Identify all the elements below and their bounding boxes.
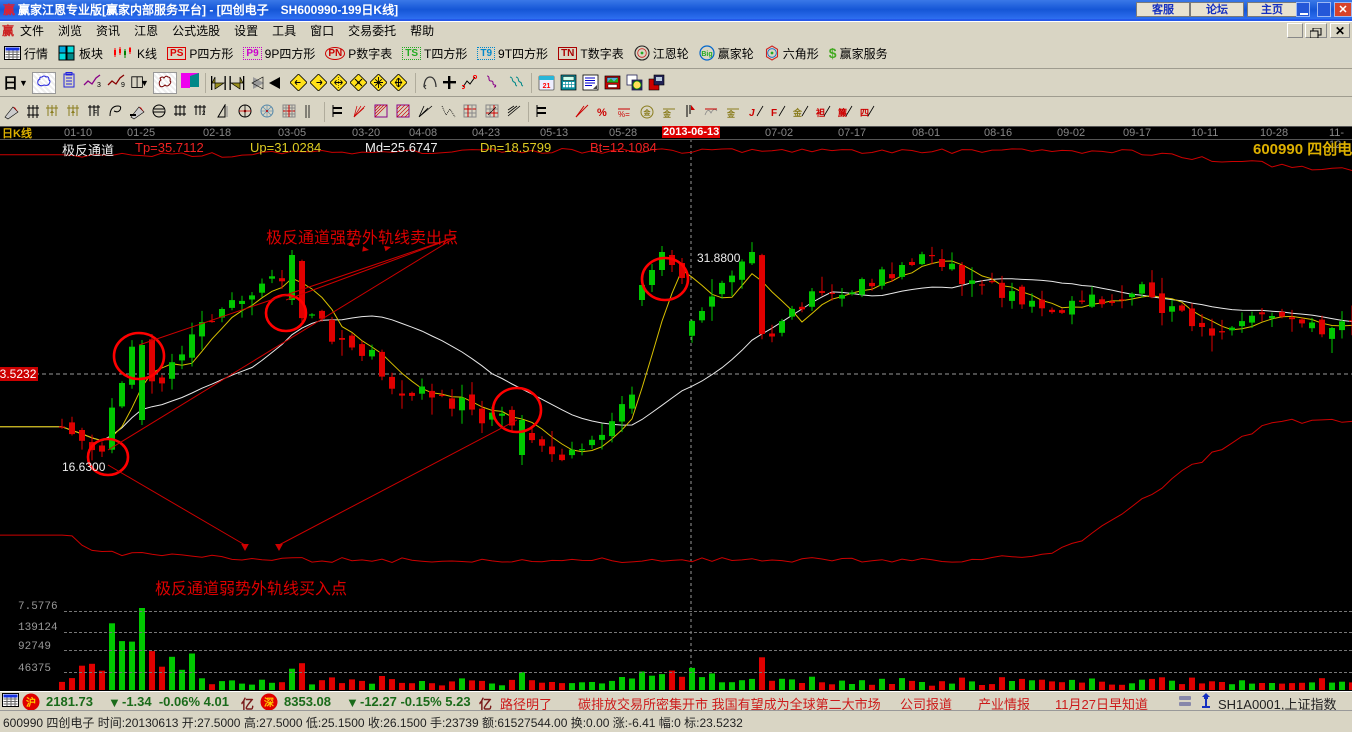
svg-text:%: %: [597, 107, 607, 118]
svg-text:3: 3: [97, 82, 101, 88]
svg-text:簾: 簾: [838, 107, 847, 118]
svg-text:F: F: [771, 108, 777, 118]
svg-text:金: 金: [662, 109, 672, 118]
svg-text:极反通道弱势外轨线买入点: 极反通道弱势外轨线买入点: [155, 580, 347, 598]
svg-text:9: 9: [121, 82, 125, 88]
svg-text:金: 金: [793, 107, 803, 118]
svg-text:J: J: [749, 108, 755, 118]
svg-text:Big: Big: [701, 51, 712, 58]
svg-text:四: 四: [860, 108, 869, 118]
svg-text:%=: %=: [618, 110, 630, 118]
svg-text:金: 金: [643, 108, 652, 117]
svg-text:深: 深: [264, 696, 274, 709]
svg-text:2: 2: [202, 111, 206, 117]
svg-text:21: 21: [542, 83, 550, 90]
svg-text:沪: 沪: [26, 696, 36, 709]
svg-text:极反通道强势外轨线卖出点: 极反通道强势外轨线卖出点: [266, 229, 458, 247]
svg-text:金: 金: [726, 109, 736, 118]
svg-text:F: F: [93, 110, 97, 117]
svg-text:袒: 袒: [816, 107, 825, 118]
